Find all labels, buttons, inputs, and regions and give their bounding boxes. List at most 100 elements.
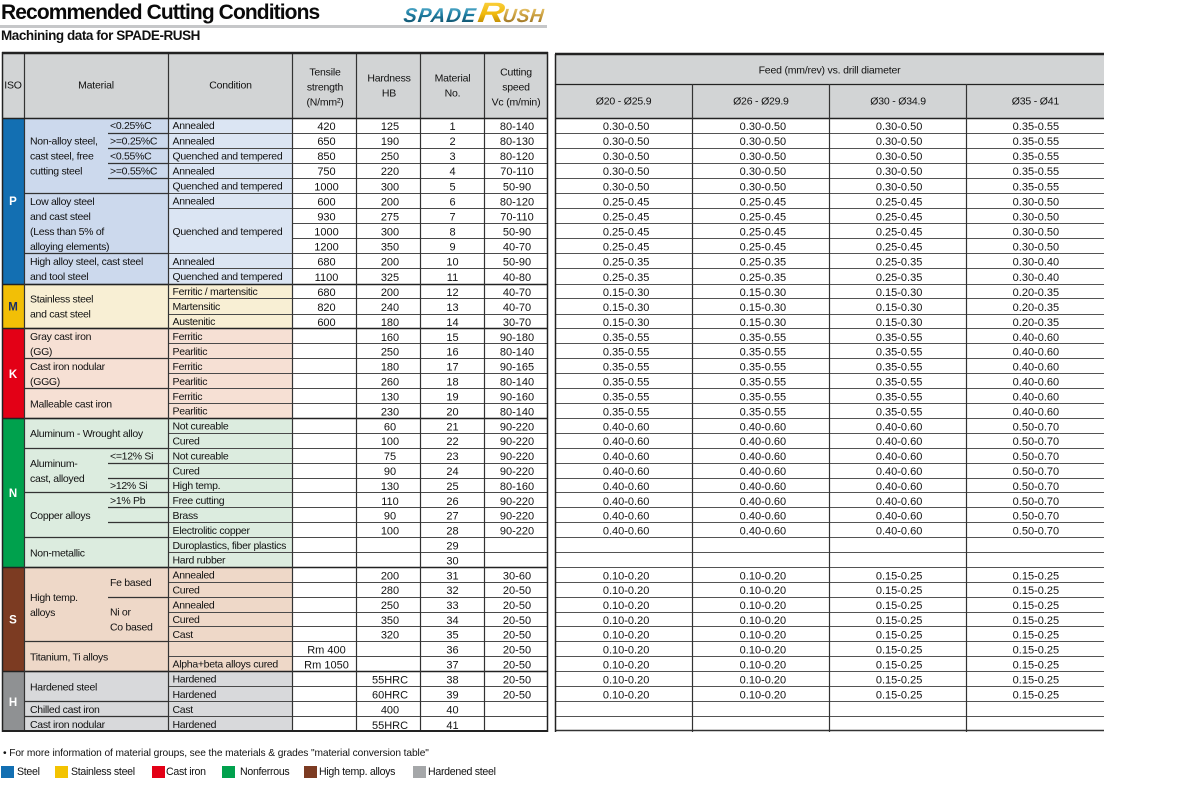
svg-text:34: 34 [446, 615, 458, 627]
svg-text:325: 325 [381, 272, 399, 284]
svg-text:19: 19 [446, 392, 458, 404]
svg-text:0.40-0.60: 0.40-0.60 [603, 436, 649, 448]
svg-text:<0.55%C: <0.55%C [110, 150, 152, 162]
svg-text:0.30-0.50: 0.30-0.50 [603, 166, 649, 178]
svg-text:20-50: 20-50 [503, 645, 531, 657]
svg-text:Tensile: Tensile [309, 67, 341, 79]
svg-text:0.40-0.60: 0.40-0.60 [603, 421, 649, 433]
svg-text:20-50: 20-50 [503, 659, 531, 671]
svg-text:8: 8 [449, 227, 455, 239]
svg-text:>12% Si: >12% Si [110, 480, 147, 492]
svg-text:0.15-0.30: 0.15-0.30 [740, 287, 786, 299]
svg-text:0.15-0.25: 0.15-0.25 [876, 690, 922, 702]
svg-text:300: 300 [381, 181, 399, 193]
svg-text:0.30-0.40: 0.30-0.40 [1013, 257, 1059, 269]
svg-text:0.50-0.70: 0.50-0.70 [1013, 496, 1059, 508]
svg-text:0.40-0.60: 0.40-0.60 [1013, 392, 1059, 404]
svg-text:0.35-0.55: 0.35-0.55 [603, 406, 649, 418]
svg-text:Annealed: Annealed [173, 570, 215, 582]
svg-text:21: 21 [446, 421, 458, 433]
svg-text:350: 350 [381, 242, 399, 254]
svg-text:0.30-0.50: 0.30-0.50 [1013, 196, 1059, 208]
svg-text:90-220: 90-220 [500, 511, 534, 523]
svg-text:Brass: Brass [173, 510, 198, 522]
svg-text:200: 200 [381, 196, 399, 208]
svg-text:Cured: Cured [173, 585, 201, 597]
svg-text:0.35-0.55: 0.35-0.55 [740, 332, 786, 344]
svg-text:0.15-0.25: 0.15-0.25 [876, 615, 922, 627]
svg-text:90-160: 90-160 [500, 392, 534, 404]
svg-text:0.35-0.55: 0.35-0.55 [740, 392, 786, 404]
svg-text:0.40-0.60: 0.40-0.60 [1013, 332, 1059, 344]
svg-text:Ferritic: Ferritic [173, 331, 203, 343]
svg-text:20-50: 20-50 [503, 630, 531, 642]
svg-text:90-180: 90-180 [500, 332, 534, 344]
svg-text:0.40-0.60: 0.40-0.60 [740, 526, 786, 538]
svg-text:H: H [9, 697, 17, 709]
svg-text:3: 3 [449, 151, 455, 163]
svg-text:320: 320 [381, 630, 399, 642]
svg-text:0.15-0.25: 0.15-0.25 [1013, 674, 1059, 686]
svg-text:Pearlitic: Pearlitic [173, 346, 208, 358]
svg-text:0.15-0.25: 0.15-0.25 [1013, 659, 1059, 671]
svg-text:High alloy steel, cast steel: High alloy steel, cast steel [30, 256, 143, 268]
svg-text:Ni or: Ni or [110, 607, 131, 619]
svg-text:<0.25%C: <0.25%C [110, 120, 152, 132]
svg-text:38: 38 [446, 674, 458, 686]
svg-text:90-220: 90-220 [500, 451, 534, 463]
svg-text:0.40-0.60: 0.40-0.60 [1013, 406, 1059, 418]
svg-text:0.40-0.60: 0.40-0.60 [876, 436, 922, 448]
svg-text:Copper alloys: Copper alloys [30, 510, 90, 522]
svg-text:0.15-0.25: 0.15-0.25 [876, 570, 922, 582]
svg-text:9: 9 [449, 242, 455, 254]
svg-text:18: 18 [446, 377, 458, 389]
svg-text:0.10-0.20: 0.10-0.20 [740, 690, 786, 702]
svg-text:750: 750 [317, 166, 335, 178]
svg-text:Annealed: Annealed [173, 135, 215, 147]
svg-text:20-50: 20-50 [503, 615, 531, 627]
svg-text:23: 23 [446, 451, 458, 463]
svg-text:(N/mm²): (N/mm²) [306, 97, 343, 109]
svg-text:60: 60 [384, 421, 396, 433]
svg-text:33: 33 [446, 600, 458, 612]
svg-text:Quenched and tempered: Quenched and tempered [173, 150, 283, 162]
svg-text:27: 27 [446, 511, 458, 523]
svg-text:80-140: 80-140 [500, 121, 534, 133]
svg-text:80-120: 80-120 [500, 196, 534, 208]
svg-text:0.25-0.45: 0.25-0.45 [603, 211, 649, 223]
svg-text:5: 5 [449, 181, 455, 193]
svg-text:0.15-0.30: 0.15-0.30 [740, 317, 786, 329]
svg-text:(GGG): (GGG) [30, 376, 60, 388]
svg-text:0.40-0.60: 0.40-0.60 [603, 466, 649, 478]
svg-text:Cast: Cast [173, 629, 194, 641]
svg-text:Annealed: Annealed [173, 166, 215, 178]
svg-text:0.15-0.30: 0.15-0.30 [603, 302, 649, 314]
svg-text:0.15-0.30: 0.15-0.30 [603, 317, 649, 329]
svg-text:High temp.: High temp. [173, 480, 221, 492]
svg-text:26: 26 [446, 496, 458, 508]
svg-text:Pearlitic: Pearlitic [173, 376, 208, 388]
svg-text:80-160: 80-160 [500, 481, 534, 493]
svg-text:No.: No. [445, 88, 461, 100]
svg-text:40-80: 40-80 [503, 272, 531, 284]
svg-text:200: 200 [381, 287, 399, 299]
svg-text:0.25-0.35: 0.25-0.35 [876, 257, 922, 269]
svg-text:Quenched and tempered: Quenched and tempered [173, 226, 283, 238]
svg-text:0.35-0.55: 0.35-0.55 [876, 362, 922, 374]
svg-text:0.15-0.25: 0.15-0.25 [876, 630, 922, 642]
svg-text:680: 680 [317, 257, 335, 269]
svg-text:>=0.55%C: >=0.55%C [110, 166, 158, 178]
svg-text:Rm 1050: Rm 1050 [304, 659, 349, 671]
svg-text:Hardened: Hardened [173, 689, 217, 701]
svg-text:K: K [9, 369, 18, 381]
svg-text:160: 160 [381, 332, 399, 344]
svg-text:0.30-0.50: 0.30-0.50 [876, 181, 922, 193]
svg-text:1100: 1100 [315, 272, 339, 284]
svg-text:Hardened: Hardened [173, 719, 217, 731]
svg-text:0.25-0.45: 0.25-0.45 [876, 227, 922, 239]
svg-text:S: S [9, 615, 17, 627]
svg-text:0.15-0.25: 0.15-0.25 [876, 585, 922, 597]
svg-text:0.10-0.20: 0.10-0.20 [740, 659, 786, 671]
svg-text:0.30-0.50: 0.30-0.50 [603, 121, 649, 133]
svg-text:0.15-0.25: 0.15-0.25 [1013, 690, 1059, 702]
